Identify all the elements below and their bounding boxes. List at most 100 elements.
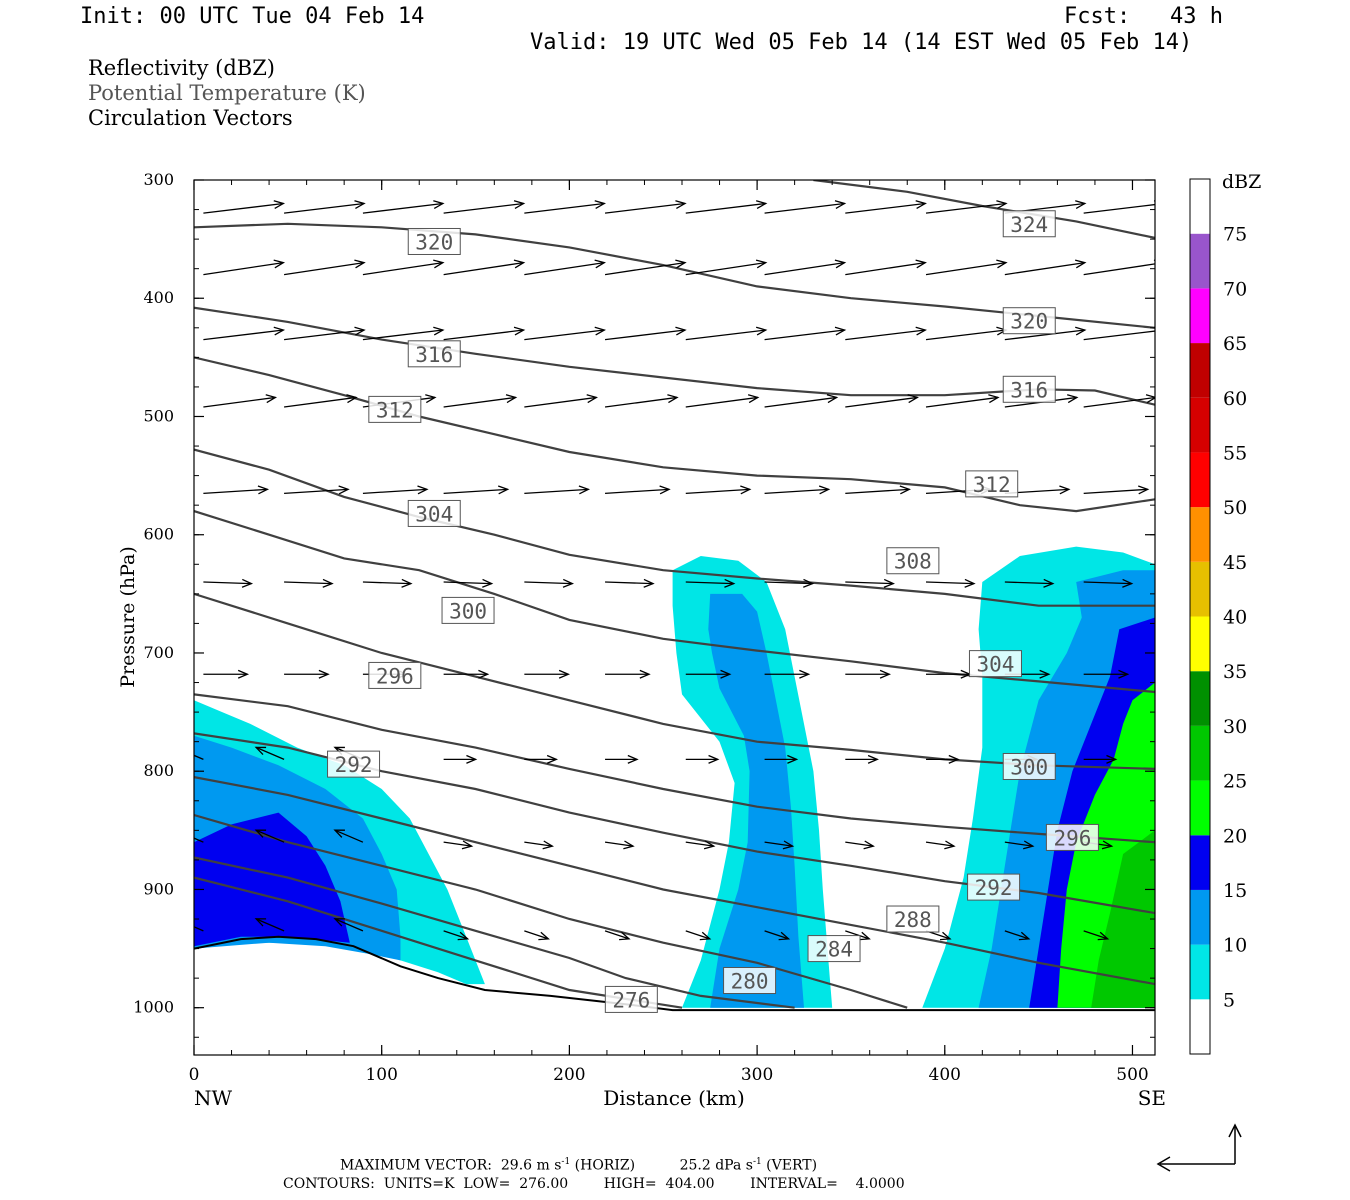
circulation-vector <box>764 200 847 214</box>
circulation-vector <box>605 485 671 495</box>
circulation-vector <box>604 326 687 341</box>
circulation-vector <box>764 840 795 850</box>
theta-contour-296 <box>194 693 1155 844</box>
contour-label-300: 300 <box>1002 752 1056 780</box>
colorbar-label: 50 <box>1223 497 1247 519</box>
contour-label-308: 308 <box>886 547 940 575</box>
circulation-vector <box>925 840 956 850</box>
circulation-vector <box>362 578 413 588</box>
circulation-vector <box>443 394 518 408</box>
y-tick-label: 300 <box>143 170 174 189</box>
colorbar-swatch <box>1190 835 1210 890</box>
svg-text:304: 304 <box>415 502 453 526</box>
contour-label-304: 304 <box>407 499 461 527</box>
colorbar-swatch <box>1190 179 1210 234</box>
contour-label-292: 292 <box>967 873 1021 901</box>
colorbar-label: 70 <box>1223 278 1247 300</box>
circulation-vector <box>604 259 687 276</box>
svg-text:312: 312 <box>376 398 414 422</box>
reference-vector <box>1156 1123 1242 1172</box>
y-tick-label: 500 <box>143 406 174 425</box>
svg-text:296: 296 <box>376 664 414 688</box>
y-tick-label: 1000 <box>133 998 174 1017</box>
svg-text:284: 284 <box>815 938 853 962</box>
colorbar-swatch <box>1190 671 1210 726</box>
contour-label-304: 304 <box>968 650 1022 678</box>
circulation-vector <box>845 578 895 588</box>
circulation-vector <box>605 669 651 679</box>
svg-text:324: 324 <box>1010 213 1048 237</box>
circulation-vector <box>284 485 350 495</box>
svg-text:276: 276 <box>612 988 650 1012</box>
colorbar-label: 65 <box>1223 333 1247 355</box>
y-tick-label: 400 <box>143 288 174 307</box>
svg-text:312: 312 <box>973 473 1011 497</box>
theta-contour-276 <box>194 876 683 1009</box>
colorbar-label: 75 <box>1223 224 1247 246</box>
contour-label-280: 280 <box>723 967 777 995</box>
circulation-vector <box>845 394 919 408</box>
circulation-vector <box>254 918 285 932</box>
circulation-vector <box>925 326 1008 341</box>
colorbar-label: 55 <box>1223 442 1247 464</box>
x-tick-label: 200 <box>553 1065 585 1085</box>
field-reflectivity: Reflectivity (dBZ) <box>88 56 276 80</box>
circulation-vector <box>284 326 366 341</box>
contour-label-276: 276 <box>604 985 658 1013</box>
circulation-vector <box>764 394 839 408</box>
circulation-vector <box>1004 259 1087 276</box>
circulation-vector <box>254 829 285 843</box>
circulation-vector <box>443 326 526 341</box>
circulation-vector <box>443 485 510 495</box>
y-tick-label: 800 <box>143 761 174 780</box>
circulation-vector <box>845 840 875 850</box>
circulation-vector <box>845 754 879 764</box>
colorbar-swatch <box>1190 616 1210 672</box>
circulation-vector <box>685 669 732 679</box>
colorbar-swatch <box>1190 288 1210 344</box>
svg-text:280: 280 <box>731 970 769 994</box>
reflectivity-region-15-dbz <box>194 812 350 947</box>
circulation-vector <box>524 669 571 679</box>
circulation-vector <box>362 326 445 341</box>
circulation-vector <box>845 259 927 276</box>
circulation-vector <box>1004 930 1031 941</box>
circulation-vector <box>524 200 607 214</box>
svg-text:308: 308 <box>894 550 932 574</box>
colorbar-label: 10 <box>1223 935 1247 957</box>
colorbar-label: 20 <box>1223 825 1247 847</box>
circulation-vector <box>1083 754 1118 764</box>
circulation-vector <box>443 840 474 850</box>
circulation-vector <box>925 259 1008 276</box>
circulation-vector <box>443 669 490 679</box>
x-tick-label: 0 <box>189 1065 200 1085</box>
theta-contour-320 <box>194 222 1155 329</box>
circulation-vector <box>194 926 204 932</box>
circulation-vector <box>845 669 891 679</box>
field-circulation-vectors: Circulation Vectors <box>88 106 293 130</box>
svg-text:316: 316 <box>415 343 453 367</box>
circulation-vector <box>1083 930 1110 941</box>
circulation-vector <box>925 200 1008 214</box>
contour-label-312: 312 <box>965 470 1019 498</box>
colorbar-swatch <box>1190 507 1210 562</box>
contour-label-296: 296 <box>368 661 422 689</box>
circulation-vector <box>203 669 250 679</box>
plot-frame <box>193 179 1156 1056</box>
contour-label-288: 288 <box>886 905 940 933</box>
circulation-vector <box>333 829 364 843</box>
y-axis-label: Pressure (hPa) <box>117 546 139 688</box>
colorbar-label: 60 <box>1223 388 1247 410</box>
colorbar-title: dBZ <box>1222 171 1261 193</box>
y-tick-label: 700 <box>143 643 174 662</box>
circulation-vector <box>284 200 366 214</box>
colorbar-swatch <box>1190 725 1210 781</box>
svg-text:316: 316 <box>1010 378 1048 402</box>
x-right-direction: SE <box>1138 1086 1166 1110</box>
circulation-vector <box>443 930 470 941</box>
x-tick-label: 100 <box>365 1065 397 1085</box>
forecast-hour: Fcst: 43 h <box>1064 4 1223 29</box>
circulation-vector <box>524 840 554 850</box>
circulation-vector <box>926 754 960 764</box>
